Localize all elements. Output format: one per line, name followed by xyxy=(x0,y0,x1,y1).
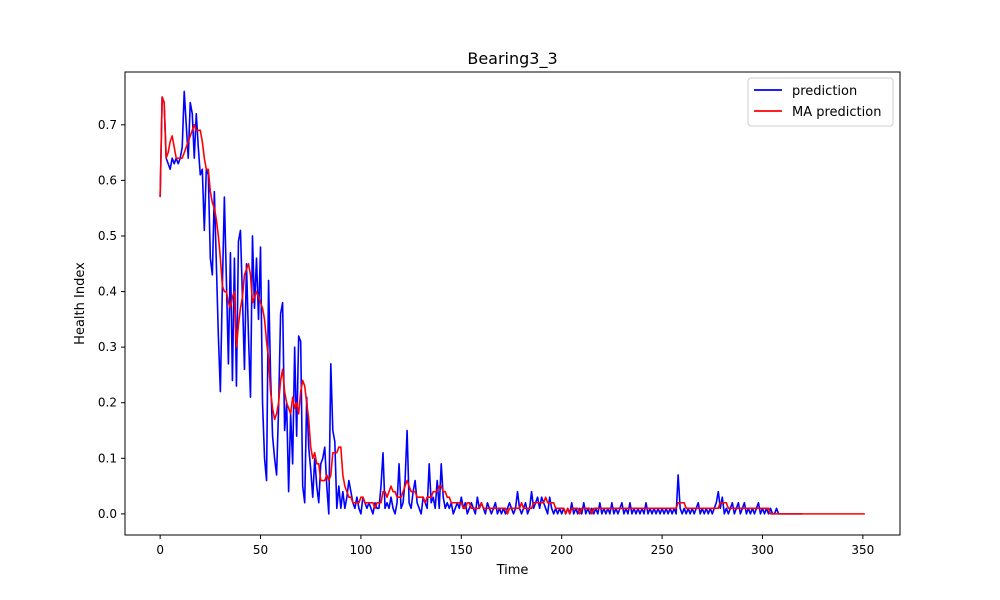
x-tick-label: 300 xyxy=(751,543,774,557)
y-tick-label: 0.6 xyxy=(98,173,117,187)
y-tick-label: 0.3 xyxy=(98,340,117,354)
x-tick-label: 100 xyxy=(349,543,372,557)
legend-label: MA prediction xyxy=(792,105,881,120)
x-tick-label: 150 xyxy=(450,543,473,557)
series-layer xyxy=(159,90,865,515)
x-axis-label: Time xyxy=(496,563,529,578)
y-tick-label: 0.1 xyxy=(98,451,117,465)
y-tick-label: 0.4 xyxy=(98,285,117,299)
x-tick-label: 200 xyxy=(550,543,573,557)
y-tick-label: 0.5 xyxy=(98,229,117,243)
y-tick-label: 0.7 xyxy=(98,118,117,132)
y-axis-label: Health Index xyxy=(73,262,88,345)
x-tick-label: 50 xyxy=(253,543,268,557)
legend: prediction MA prediction xyxy=(747,77,894,127)
x-tick-label: 0 xyxy=(156,543,164,557)
legend-label: prediction xyxy=(792,84,857,99)
x-axis: 0 50 100 150 200 250 300 350 xyxy=(156,535,874,557)
x-tick-label: 350 xyxy=(851,543,874,557)
y-axis: 0.0 0.1 0.2 0.3 0.4 0.5 0.6 0.7 xyxy=(98,118,125,521)
legend-box xyxy=(747,77,894,127)
plot-area xyxy=(159,90,865,515)
x-tick-label: 250 xyxy=(651,543,674,557)
y-tick-label: 0.0 xyxy=(98,507,117,521)
plot-frame xyxy=(124,71,901,536)
chart-title: Bearing3_3 xyxy=(467,49,557,69)
series-line-ma-prediction xyxy=(159,96,865,515)
y-tick-label: 0.2 xyxy=(98,396,117,410)
